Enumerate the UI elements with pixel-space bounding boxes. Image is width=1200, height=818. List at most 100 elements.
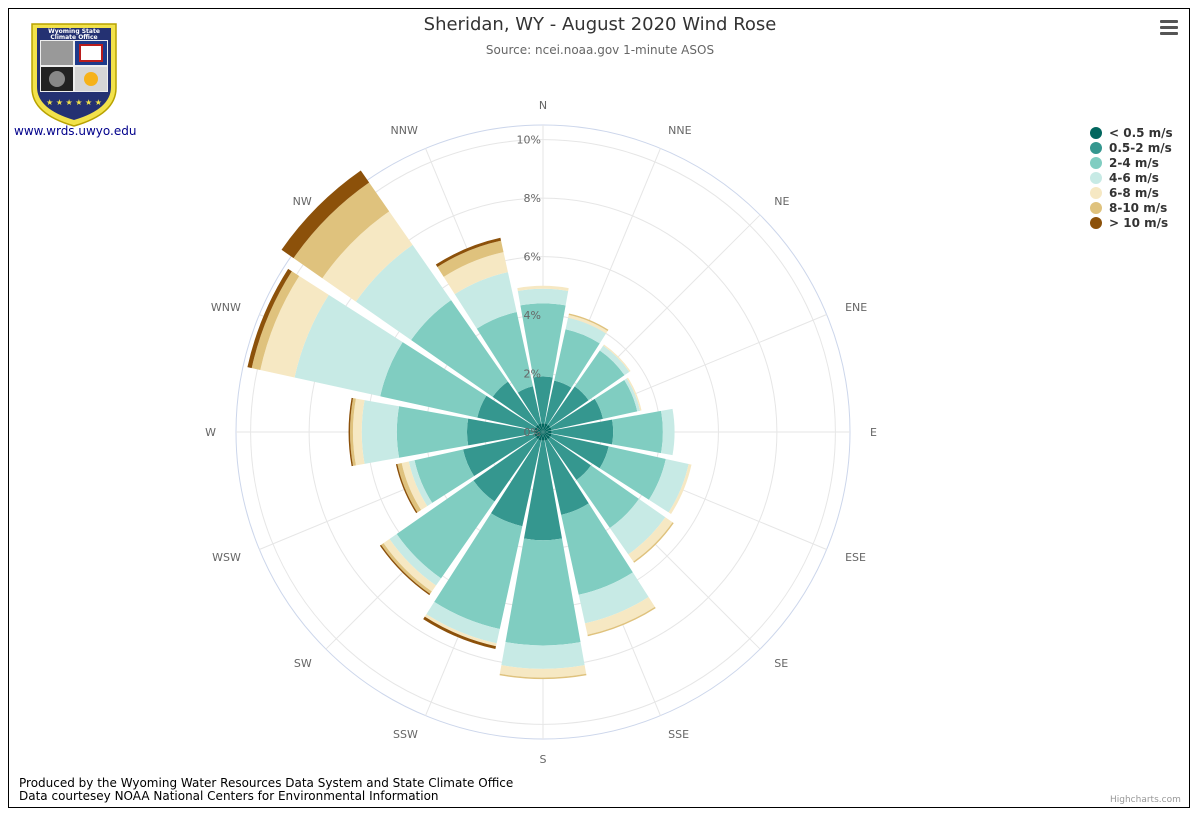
wedge-SE-4[interactable] — [628, 517, 673, 562]
wedge-NE-1[interactable] — [548, 386, 589, 427]
wedge-SSW-6[interactable] — [423, 616, 497, 650]
wedge-SSE-4[interactable] — [584, 596, 655, 635]
wedge-SSE-2[interactable] — [561, 503, 633, 595]
wedge-WSW-6[interactable] — [395, 463, 418, 514]
wedge-N-0[interactable] — [541, 423, 545, 432]
wedge-NW-6[interactable] — [281, 170, 370, 259]
wedge-SE-3[interactable] — [609, 498, 666, 555]
wedge-ENE-0[interactable] — [543, 427, 552, 432]
wedge-SSW-4[interactable] — [424, 614, 497, 647]
wedge-S-4[interactable] — [499, 665, 587, 678]
wedge-ESE-2[interactable] — [599, 446, 666, 500]
wedge-NE-4[interactable] — [603, 344, 631, 372]
wedge-SE-0[interactable] — [543, 432, 551, 440]
legend-item[interactable]: 2-4 m/s — [1090, 155, 1173, 170]
wedge-NNW-6[interactable] — [435, 237, 502, 268]
wedge-NNW-4[interactable] — [443, 252, 508, 295]
wedge-SW-4[interactable] — [383, 538, 437, 592]
legend-item[interactable]: > 10 m/s — [1090, 215, 1173, 230]
wedge-WSW-2[interactable] — [414, 449, 475, 503]
wedge-W-4[interactable] — [352, 398, 365, 466]
wedge-W-2[interactable] — [396, 406, 469, 458]
wedge-W-6[interactable] — [348, 397, 354, 467]
wedge-NNE-1[interactable] — [544, 380, 572, 425]
wedge-WNW-5[interactable] — [251, 271, 300, 370]
wedge-E-3[interactable] — [661, 408, 675, 456]
wedge-WNW-3[interactable] — [294, 294, 403, 397]
wedge-NNE-0[interactable] — [543, 423, 548, 432]
wedge-WNW-6[interactable] — [247, 268, 292, 369]
wedge-NE-0[interactable] — [543, 424, 551, 432]
wedge-S-5[interactable] — [499, 673, 587, 680]
wedge-W-5[interactable] — [350, 398, 356, 466]
wedge-NW-2[interactable] — [411, 300, 508, 397]
hamburger-icon[interactable] — [1158, 20, 1182, 40]
wedge-SE-1[interactable] — [548, 437, 591, 480]
wedge-NNW-0[interactable] — [538, 423, 543, 432]
wedge-SSE-5[interactable] — [587, 606, 656, 637]
wedge-SSW-2[interactable] — [434, 513, 523, 630]
wrds-link[interactable]: www.wrds.uwyo.edu — [14, 124, 137, 138]
wedge-E-1[interactable] — [551, 419, 614, 445]
wedge-E-0[interactable] — [543, 430, 552, 434]
wedge-NNW-2[interactable] — [476, 312, 533, 393]
legend-item[interactable]: 6-8 m/s — [1090, 185, 1173, 200]
wedge-ENE-1[interactable] — [550, 398, 603, 431]
wedge-N-2[interactable] — [520, 303, 566, 378]
wedge-S-1[interactable] — [523, 440, 563, 541]
wedge-NNW-1[interactable] — [517, 386, 542, 425]
wedge-SW-1[interactable] — [473, 437, 538, 502]
wedge-ENE-2[interactable] — [594, 379, 638, 419]
legend-item[interactable]: 4-6 m/s — [1090, 170, 1173, 185]
wedge-NW-1[interactable] — [492, 381, 538, 427]
legend-item[interactable]: < 0.5 m/s — [1090, 125, 1173, 140]
wedge-NNW-3[interactable] — [454, 272, 517, 329]
wedge-N-4[interactable] — [517, 285, 569, 291]
wedge-SW-3[interactable] — [389, 533, 442, 586]
wedge-N-3[interactable] — [517, 288, 569, 306]
wedge-SW-0[interactable] — [535, 432, 543, 440]
wedge-S-2[interactable] — [505, 538, 581, 646]
wedge-NNE-5[interactable] — [568, 313, 609, 332]
wedge-WNW-2[interactable] — [380, 342, 487, 418]
wedge-SE-2[interactable] — [576, 465, 639, 528]
wedge-S-3[interactable] — [501, 642, 585, 669]
wedge-ENE-3[interactable] — [624, 378, 641, 412]
wedge-SW-5[interactable] — [381, 543, 432, 594]
wedge-NNE-4[interactable] — [568, 314, 608, 334]
wedge-WNW-4[interactable] — [260, 275, 329, 378]
wedge-ESE-3[interactable] — [648, 458, 689, 513]
wedge-NW-4[interactable] — [322, 211, 413, 302]
wedge-NNE-3[interactable] — [565, 317, 607, 344]
wedge-WSW-5[interactable] — [397, 463, 422, 513]
wedge-SE-5[interactable] — [633, 522, 674, 563]
wedge-E-2[interactable] — [612, 410, 663, 454]
legend-item[interactable]: 8-10 m/s — [1090, 200, 1173, 215]
wedge-NW-0[interactable] — [535, 424, 543, 432]
wedge-WNW-1[interactable] — [477, 395, 536, 431]
wedge-WNW-0[interactable] — [534, 427, 543, 432]
wedge-W-3[interactable] — [361, 400, 400, 464]
wedge-NW-3[interactable] — [355, 244, 452, 341]
highcharts-credit[interactable]: Highcharts.com — [1110, 795, 1181, 805]
wedge-S-0[interactable] — [541, 432, 545, 441]
wedge-SSE-0[interactable] — [543, 432, 548, 441]
wedge-NNE-2[interactable] — [554, 329, 600, 388]
wedge-ESE-0[interactable] — [543, 432, 552, 437]
wedge-W-1[interactable] — [466, 418, 535, 446]
wedge-ESE-1[interactable] — [550, 433, 609, 469]
wedge-NE-2[interactable] — [574, 350, 625, 401]
wedge-WSW-3[interactable] — [408, 460, 433, 507]
wedge-SSW-3[interactable] — [426, 601, 500, 644]
wedge-NE-3[interactable] — [599, 345, 630, 376]
wedge-SSW-1[interactable] — [490, 439, 542, 527]
wedge-SW-2[interactable] — [396, 480, 495, 579]
wedge-SSE-3[interactable] — [578, 572, 649, 624]
wedge-WSW-1[interactable] — [463, 433, 536, 477]
wedge-WSW-4[interactable] — [401, 461, 428, 511]
wedge-WSW-0[interactable] — [534, 432, 543, 437]
wedge-W-0[interactable] — [534, 430, 543, 434]
wedge-ENE-4[interactable] — [626, 377, 642, 411]
wedge-ESE-4[interactable] — [668, 463, 692, 514]
wedge-SSW-0[interactable] — [538, 432, 543, 441]
